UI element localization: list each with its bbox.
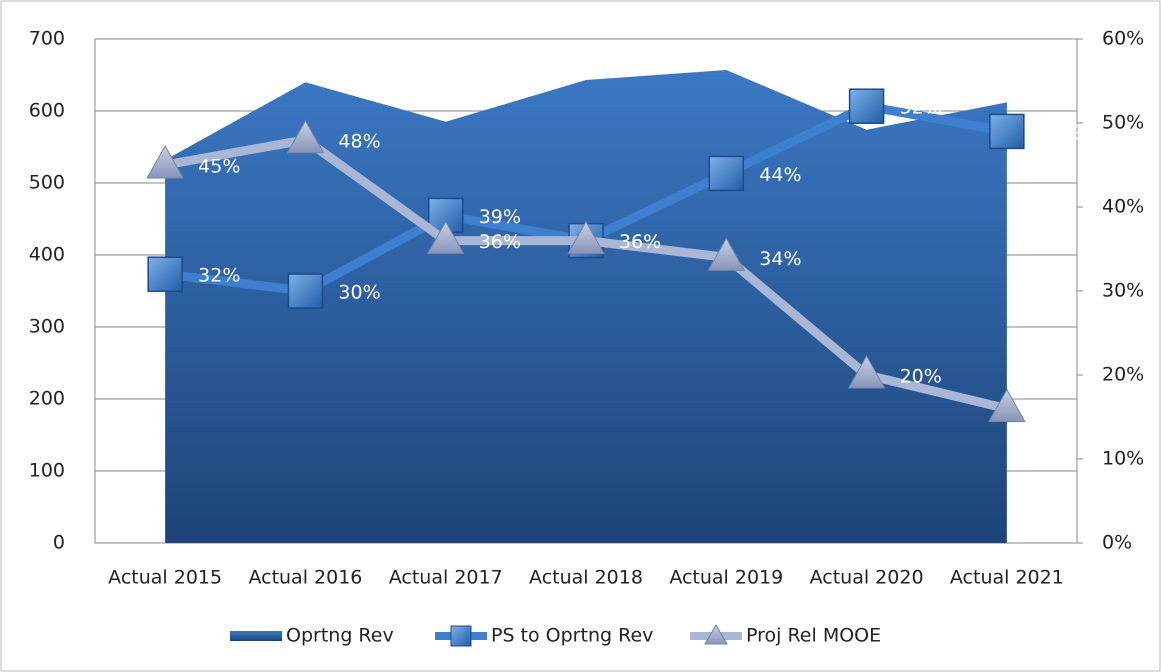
data-label: 48% [338,130,380,152]
y-tick-label: 0 [53,532,65,554]
x-tick-label: Actual 2020 [810,567,924,589]
marker [989,113,1025,150]
legend-label: PS to Oprtng Rev [491,625,653,647]
x-tick-label: Actual 2015 [108,567,222,589]
y2-tick-label: 30% [1102,280,1144,302]
y-tick-label: 500 [29,172,65,194]
y-tick-label: 200 [29,388,65,410]
y2-tick-label: 40% [1102,196,1144,218]
y-tick-label: 700 [29,28,65,50]
y-tick-label: 300 [29,316,65,338]
x-tick-label: Actual 2017 [389,567,503,589]
x-tick-label: Actual 2016 [248,567,362,589]
data-label: 20% [900,366,942,388]
marker [848,88,885,124]
marker [567,220,605,255]
marker [847,354,886,389]
data-label: 36% [479,231,521,253]
data-label: 34% [759,248,801,270]
marker [146,144,184,179]
marker [708,155,745,192]
marker [287,273,324,309]
data-label: 49% [1040,122,1082,144]
marker [426,220,465,255]
x-tick-label: Actual 2021 [950,567,1064,589]
data-label: 36% [619,231,661,253]
legend-marker [704,624,728,645]
y2-tick-label: 60% [1102,28,1144,50]
y-tick-label: 400 [29,244,65,266]
y2-tick-label: 50% [1102,112,1144,134]
legend-marker [450,625,472,647]
y-tick-label: 600 [29,100,65,122]
legend-swatch [230,631,282,641]
marker [988,388,1026,423]
marker [286,119,325,154]
data-label: 30% [338,282,380,304]
data-label: 52% [900,97,942,119]
marker [707,237,746,271]
y2-tick-label: 20% [1102,364,1144,386]
data-label: 44% [759,164,801,186]
y-tick-label: 100 [29,460,65,482]
y2-tick-label: 10% [1102,448,1144,470]
data-label: 32% [198,265,240,287]
x-tick-label: Actual 2019 [669,567,783,589]
legend-label: Oprtng Rev [286,625,394,647]
x-tick-label: Actual 2018 [529,567,643,589]
y2-tick-label: 0% [1102,532,1132,554]
data-label: 39% [479,206,521,228]
marker [147,256,183,292]
data-label: 45% [198,156,240,178]
legend-label: Proj Rel MOOE [746,625,881,647]
